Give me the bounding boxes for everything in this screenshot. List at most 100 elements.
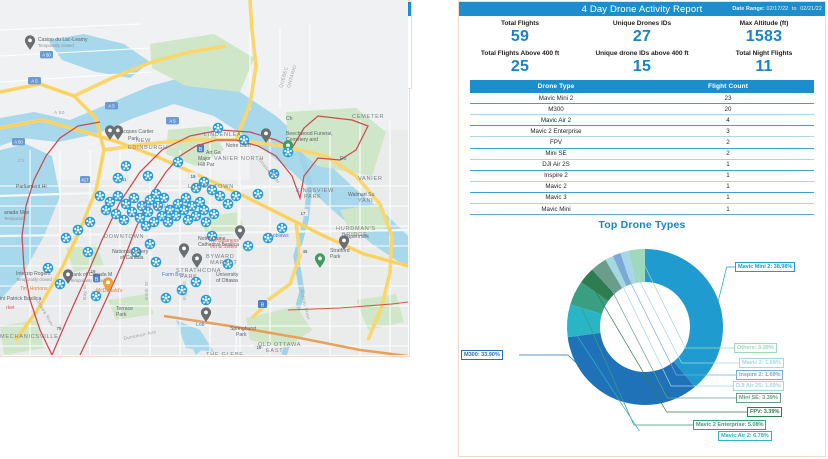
donut-slice[interactable] bbox=[592, 259, 623, 294]
donut-slice[interactable] bbox=[612, 253, 631, 287]
kpi-label: Unique Drones IDs bbox=[612, 20, 672, 27]
svg-text:46: 46 bbox=[303, 249, 308, 254]
svg-text:University: University bbox=[216, 272, 239, 278]
svg-text:OLD OTTAWA: OLD OTTAWA bbox=[258, 342, 301, 348]
svg-text:19: 19 bbox=[91, 269, 96, 274]
table-row[interactable]: Mavic Mini 1 bbox=[470, 203, 814, 216]
svg-text:Loblaws: Loblaws bbox=[270, 233, 289, 239]
donut-slice-label: Mini SE: 3.39% bbox=[736, 393, 781, 404]
svg-text:Notre Dam: Notre Dam bbox=[226, 143, 251, 149]
table-row[interactable]: DJI Air 2S 1 bbox=[470, 159, 814, 171]
kpi-label: Unique drone IDs above 400 ft bbox=[595, 49, 689, 57]
donut-slice[interactable] bbox=[581, 269, 615, 302]
table-body: Mavic Mini 2 23 M300 20 Mavic Air 2 4 Mavic 2 … bbox=[470, 93, 814, 216]
svg-text:Île de Hull: Île de Hull bbox=[143, 203, 177, 210]
svg-text:A 5: A 5 bbox=[31, 79, 38, 84]
svg-text:Ch: Ch bbox=[18, 158, 25, 163]
donut-slice[interactable] bbox=[645, 249, 723, 388]
table-row[interactable]: Mini SE 2 bbox=[470, 148, 814, 160]
cell-drone-type: Mavic 3 bbox=[470, 192, 642, 204]
kpi-unique-ids-above-400: Unique drone IDs above 400 ft 15 bbox=[581, 47, 703, 77]
svg-text:Beechwood Funeral,: Beechwood Funeral, bbox=[286, 131, 333, 137]
svg-text:Jacques Cartier: Jacques Cartier bbox=[118, 129, 154, 135]
table-row[interactable]: Mavic 2 Enterprise 3 bbox=[470, 125, 814, 138]
kpi-max-altitude: Max Altitude (ft) 1583 bbox=[703, 16, 825, 47]
svg-text:A 50: A 50 bbox=[14, 140, 23, 145]
donut-slice-label: Mavic Air 2: 6.78% bbox=[718, 431, 772, 442]
svg-text:HURDMAN'S: HURDMAN'S bbox=[336, 226, 376, 232]
svg-text:Park: Park bbox=[128, 136, 139, 142]
kpi-unique-drone-ids: Unique Drones IDs 27 bbox=[581, 16, 703, 47]
donut-slice[interactable] bbox=[567, 332, 695, 406]
donut-leader-line bbox=[598, 264, 736, 399]
svg-text:B: B bbox=[199, 147, 203, 153]
cell-flight-count: 3 bbox=[642, 125, 814, 138]
svg-text:LOWER TOWN: LOWER TOWN bbox=[188, 184, 234, 190]
cell-drone-type: FPV bbox=[470, 136, 642, 149]
donut-leader-line bbox=[566, 320, 640, 432]
svg-text:Inn & Suites: Inn & Suites bbox=[210, 244, 238, 250]
svg-text:EDINBURGH: EDINBURGH bbox=[128, 145, 168, 151]
kpi-value: 59 bbox=[510, 28, 530, 45]
donut-slice-label: FPV: 3.39% bbox=[747, 407, 783, 418]
svg-text:National Gallery: National Gallery bbox=[112, 249, 149, 255]
kpi-value: 15 bbox=[632, 57, 652, 75]
kpi-label: Total Night Flights bbox=[735, 49, 793, 57]
right-report-header: 4 Day Drone Activity Report Date Range: … bbox=[459, 2, 825, 16]
svg-text:19: 19 bbox=[257, 345, 262, 350]
svg-text:Art Ga: Art Ga bbox=[206, 150, 221, 156]
svg-text:Casino du Lac-Leamy: Casino du Lac-Leamy bbox=[38, 37, 88, 43]
date-range-from: 02/17/22 bbox=[766, 6, 789, 12]
donut-leader-line bbox=[586, 275, 747, 413]
svg-text:Ch: Ch bbox=[286, 116, 293, 122]
donut-slice[interactable] bbox=[570, 282, 609, 315]
kpi-total-flights: Total Flights 59 bbox=[459, 16, 581, 47]
svg-text:Ro: Ro bbox=[340, 156, 347, 162]
donut-chart-svg[interactable] bbox=[459, 231, 827, 432]
donut-leader-line bbox=[608, 257, 733, 387]
cell-drone-type: Mavic 2 bbox=[470, 181, 642, 193]
cell-flight-count: 2 bbox=[642, 148, 814, 160]
svg-text:Farm Boy: Farm Boy bbox=[162, 272, 185, 278]
donut-slice-label: Mavic Mini 2: 38.98% bbox=[735, 262, 796, 273]
table-row[interactable]: Mavic Mini 2 23 bbox=[470, 93, 814, 105]
cell-drone-type: Mavic Mini 2 bbox=[470, 93, 642, 105]
svg-text:Cathedral Basilica: Cathedral Basilica bbox=[198, 242, 239, 248]
table-row[interactable]: M300 20 bbox=[470, 103, 814, 116]
right-kpi-row-1: Total Flights 59 Unique Drones IDs 27 Ma… bbox=[459, 16, 825, 47]
flight-map[interactable]: A 50 A 5 A 5 A 50 A 5 417 41 19 17 19 bbox=[0, 0, 408, 355]
svg-text:A 50: A 50 bbox=[54, 110, 65, 115]
donut-slice[interactable] bbox=[567, 304, 602, 338]
donut-slice-label: Mavic 2 Enterprise: 5.08% bbox=[693, 420, 767, 431]
donut-chart[interactable]: Mavic Mini 2: 38.98% M300: 33.90% Others: … bbox=[459, 231, 827, 442]
svg-text:Supermark: Supermark bbox=[344, 234, 369, 240]
svg-text:Parliament Hi: Parliament Hi bbox=[16, 184, 47, 190]
svg-text:Lobl: Lobl bbox=[268, 170, 278, 176]
svg-text:QUEBEC: QUEBEC bbox=[278, 66, 289, 89]
col-drone-type[interactable]: Drone Type bbox=[470, 80, 642, 94]
date-range-label: Date Range: bbox=[732, 6, 765, 12]
svg-text:NEW: NEW bbox=[136, 138, 151, 144]
svg-text:Hill Par: Hill Par bbox=[198, 162, 215, 168]
svg-text:int Patrick Basilica: int Patrick Basilica bbox=[0, 296, 41, 302]
cell-drone-type: Mavic 2 Enterprise bbox=[470, 125, 642, 138]
svg-text:Temporarily closed: Temporarily closed bbox=[70, 278, 106, 283]
svg-text:A 50: A 50 bbox=[42, 53, 51, 58]
donut-leader-line bbox=[519, 354, 617, 400]
donut-slice[interactable] bbox=[620, 250, 636, 285]
svg-text:Terrace: Terrace bbox=[116, 306, 133, 312]
table-row[interactable]: FPV 2 bbox=[470, 136, 814, 149]
svg-text:The Business: The Business bbox=[208, 238, 239, 244]
svg-text:Park: Park bbox=[116, 312, 127, 318]
svg-text:CEMETER: CEMETER bbox=[352, 114, 384, 120]
donut-leader-line bbox=[636, 249, 734, 349]
col-flight-count[interactable]: Flight Count bbox=[642, 80, 814, 94]
svg-text:STRATHCONA: STRATHCONA bbox=[176, 268, 221, 274]
svg-text:MECHANICSVILLE: MECHANICSVILLE bbox=[0, 334, 59, 340]
